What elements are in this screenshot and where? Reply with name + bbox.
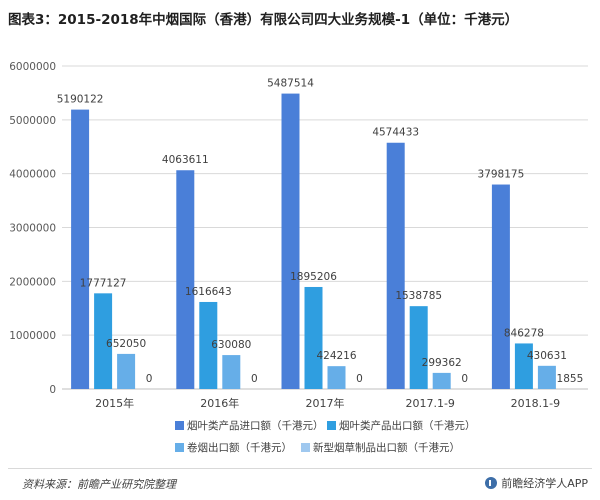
- data-label: 4574433: [372, 127, 419, 139]
- legend-label-series-3: 卷烟出口额（千港元）: [187, 442, 292, 454]
- data-label: 424216: [316, 350, 356, 362]
- data-label: 1616643: [185, 286, 232, 298]
- bar: [199, 301, 218, 389]
- y-tick-label: 1000000: [9, 330, 56, 342]
- data-label: 0: [251, 373, 258, 385]
- x-category-label: 2016年: [200, 396, 239, 410]
- data-label: 0: [146, 373, 153, 385]
- y-tick-label: 6000000: [9, 61, 56, 73]
- bar: [117, 353, 136, 389]
- x-category-label: 2015年: [95, 396, 134, 410]
- bar: [71, 109, 90, 389]
- bar-chart: 0 1000000 2000000 3000000 4000000 5000000 6000…: [9, 61, 588, 410]
- bar: [222, 355, 241, 389]
- x-axis-categories: 2015年 2016年 2017年 2017.1-9 2018.1-9: [95, 396, 560, 410]
- legend-item-series-4: 新型烟草制品出口额（千港元）: [301, 440, 460, 455]
- legend-label-series-1: 烟叶类产品进口额（千港元）: [187, 420, 324, 432]
- legend-swatch-series-1: [175, 421, 184, 430]
- bars: [71, 93, 556, 389]
- data-label: 652050: [106, 338, 146, 350]
- bar: [514, 343, 533, 389]
- brand-logo-icon: [485, 477, 498, 489]
- data-label: 0: [461, 373, 468, 385]
- brand-name: 前瞻经济学人APP: [501, 477, 588, 490]
- bar: [176, 170, 195, 389]
- source-note: 资料来源：前瞻产业研究院整理: [22, 478, 176, 491]
- brand-mark: 前瞻经济学人APP: [485, 475, 588, 491]
- bar: [491, 184, 510, 389]
- data-label: 846278: [504, 327, 544, 339]
- x-category-label: 2017年: [306, 396, 345, 410]
- data-label: 1777127: [80, 277, 127, 289]
- y-tick-label: 2000000: [9, 276, 56, 288]
- data-label: 5190122: [57, 94, 104, 106]
- data-label: 299362: [422, 357, 462, 369]
- legend-swatch-series-2: [327, 421, 336, 430]
- data-label: 0: [356, 373, 363, 385]
- data-label: 5487514: [267, 78, 314, 90]
- bar: [537, 365, 556, 389]
- footer-divider: [8, 468, 592, 469]
- bar: [281, 93, 300, 389]
- legend-label-series-4: 新型烟草制品出口额（千港元）: [313, 442, 460, 454]
- data-label: 630080: [211, 339, 251, 351]
- y-tick-label: 0: [49, 384, 56, 396]
- legend-label-series-2: 烟叶类产品出口额（千港元）: [339, 420, 476, 432]
- data-labels: 5190122 1777127 652050 0 4063611 1616643 63008…: [57, 78, 584, 385]
- data-label: 1895206: [290, 271, 337, 283]
- legend-item-series-3: 卷烟出口额（千港元）: [175, 440, 292, 455]
- y-axis-ticks: 0 1000000 2000000 3000000 4000000 5000000 6000…: [9, 61, 56, 396]
- chart-title: 图表3：2015-2018年中烟国际（香港）有限公司四大业务规模-1（单位：千港…: [8, 12, 519, 28]
- x-category-label: 2018.1-9: [511, 397, 560, 410]
- data-label: 4063611: [162, 154, 209, 166]
- legend-swatch-series-3: [175, 443, 184, 452]
- data-label: 1538785: [395, 290, 442, 302]
- data-label: 430631: [527, 350, 567, 362]
- bar: [432, 372, 451, 389]
- data-label: 1855: [557, 373, 584, 385]
- legend-swatch-series-4: [301, 443, 310, 452]
- legend-item-series-1: 烟叶类产品进口额（千港元）: [175, 418, 324, 433]
- y-tick-label: 4000000: [9, 169, 56, 181]
- bar: [409, 306, 428, 389]
- legend-item-series-2: 烟叶类产品出口额（千港元）: [327, 418, 476, 433]
- bar: [94, 293, 113, 389]
- y-tick-label: 3000000: [9, 223, 56, 235]
- bar: [327, 366, 346, 389]
- x-category-label: 2017.1-9: [405, 397, 454, 410]
- y-tick-label: 5000000: [9, 115, 56, 127]
- data-label: 3798175: [478, 169, 525, 181]
- bar: [304, 286, 323, 389]
- bar: [386, 142, 405, 389]
